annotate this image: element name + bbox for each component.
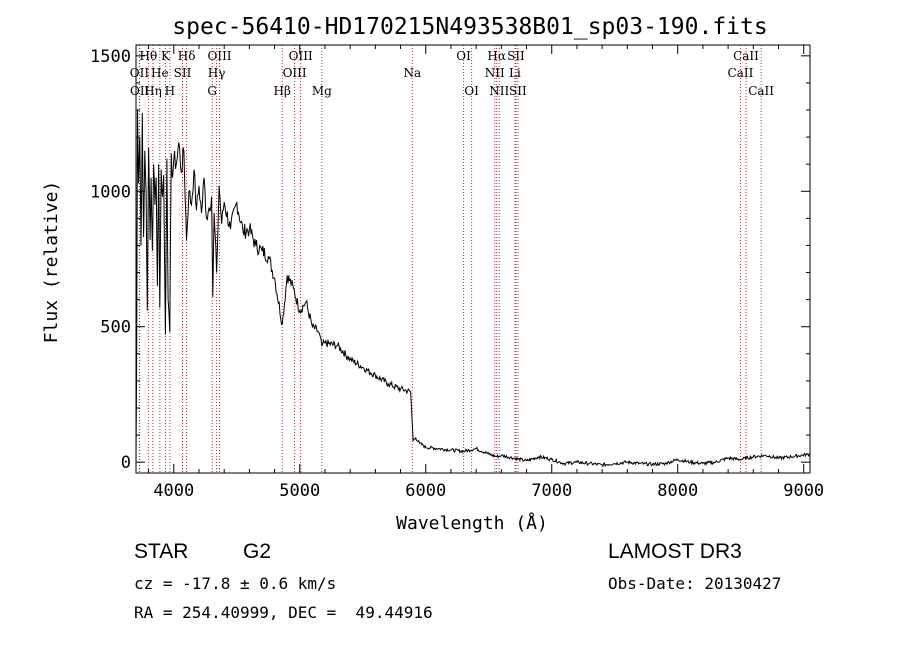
spectral-line-label: SII bbox=[509, 84, 527, 98]
spectral-line-label: CaII bbox=[748, 84, 774, 98]
y-tick-label: 1500 bbox=[90, 47, 131, 67]
y-tick-label: 0 bbox=[121, 453, 131, 473]
spectral-line-label: NII bbox=[489, 84, 509, 98]
spectral-line-label: H bbox=[165, 84, 175, 98]
x-axis-label: Wavelength (Å) bbox=[396, 512, 548, 534]
spectral-line-label: OII bbox=[130, 66, 150, 80]
spectral-line-label: SII bbox=[507, 49, 525, 63]
plot-frame bbox=[135, 44, 811, 474]
spectral-line-label: Mg bbox=[312, 84, 332, 98]
spectral-line-label: Hδ bbox=[178, 49, 196, 63]
x-tick-label: 8000 bbox=[657, 481, 698, 501]
spectral-line-label: K bbox=[161, 49, 171, 63]
spectral-line-label: NII bbox=[485, 66, 505, 80]
x-tick-label: 7000 bbox=[531, 481, 572, 501]
class-label: STAR bbox=[134, 540, 189, 563]
x-tick-label: 9000 bbox=[783, 481, 824, 501]
spectral-line-label: Hη bbox=[144, 84, 162, 98]
subclass-label: G2 bbox=[243, 540, 272, 563]
spectral-line-label: CaII bbox=[728, 66, 754, 80]
survey-label: LAMOST DR3 bbox=[608, 540, 742, 563]
spectral-line-label: OIII bbox=[283, 66, 307, 80]
spectral-line-label: SII bbox=[174, 66, 192, 80]
spectral-line-label: Li bbox=[509, 66, 521, 80]
chart-title: spec-56410-HD170215N493538B01_sp03-190.f… bbox=[172, 14, 767, 40]
spectral-line-label: OIII bbox=[289, 49, 313, 63]
spectral-line-label: Na bbox=[403, 66, 421, 80]
coordinates-label: RA = 254.40999, DEC = 49.44916 bbox=[134, 603, 433, 622]
spectral-line-label: Hγ bbox=[208, 66, 226, 80]
x-tick-label: 4000 bbox=[153, 481, 194, 501]
spectral-line-label: Hα bbox=[487, 49, 506, 63]
spectrum-line bbox=[135, 109, 811, 468]
spectral-line-label: He bbox=[151, 66, 169, 80]
spectral-line-label: G bbox=[207, 84, 217, 98]
x-tick-label: 5000 bbox=[279, 481, 320, 501]
spectral-line-label: Hβ bbox=[274, 84, 291, 98]
obs-date-label: Obs-Date: 20130427 bbox=[608, 574, 782, 593]
spectral-line-label: CaII bbox=[733, 49, 759, 63]
x-tick-label: 6000 bbox=[405, 481, 446, 501]
spectral-line-label: OIII bbox=[207, 49, 231, 63]
y-tick-label: 500 bbox=[100, 318, 131, 338]
spectral-line-label: OII bbox=[130, 84, 150, 98]
redshift-label: cz = -17.8 ± 0.6 km/s bbox=[134, 574, 337, 593]
spectral-line-label: OI bbox=[456, 49, 471, 63]
spectral-line-label: Hθ bbox=[139, 49, 157, 63]
spectral-line-label: OI bbox=[464, 84, 479, 98]
y-tick-label: 1000 bbox=[90, 182, 131, 202]
y-axis-label: Flux (relative) bbox=[41, 181, 62, 344]
